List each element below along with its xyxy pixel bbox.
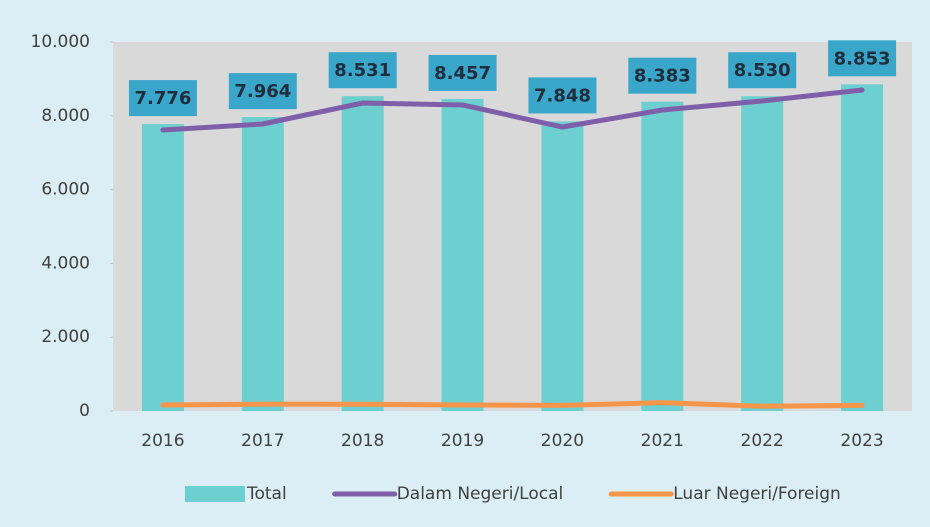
y-tick-label: 0 — [79, 401, 90, 421]
y-tick-label: 4.000 — [41, 253, 90, 273]
line — [160, 400, 865, 409]
x-tick-label: 2020 — [541, 431, 584, 451]
value-label: 8.457 — [434, 63, 491, 84]
legend-label: Dalam Negeri/Local — [397, 484, 564, 504]
legend-swatch — [185, 486, 245, 502]
value-label-box — [728, 52, 797, 89]
line — [160, 87, 865, 133]
y-tick-label: 10.000 — [31, 32, 90, 52]
value-label-box — [828, 40, 897, 77]
bar — [741, 96, 784, 412]
value-label-box — [128, 80, 197, 117]
value-label-box — [228, 73, 297, 110]
bar — [541, 121, 584, 411]
value-label: 8.383 — [634, 66, 691, 87]
value-label: 8.530 — [734, 60, 791, 81]
value-label: 7.964 — [234, 81, 291, 102]
bar — [641, 101, 684, 411]
legend-label: Luar Negeri/Foreign — [673, 484, 841, 504]
bar — [841, 84, 884, 411]
x-tick-label: 2022 — [741, 431, 784, 451]
y-tick-label: 6.000 — [41, 180, 90, 200]
value-label: 8.853 — [834, 48, 891, 69]
value-label: 7.848 — [534, 85, 591, 106]
value-label-box — [628, 57, 697, 94]
x-tick-label: 2016 — [141, 431, 184, 451]
y-tick-label: 2.000 — [41, 327, 90, 347]
legend-label: Total — [246, 484, 287, 504]
value-label-box — [528, 77, 597, 114]
value-label-box — [328, 52, 397, 89]
bar — [141, 124, 184, 411]
value-label-box — [428, 54, 497, 91]
y-tick-label: 8.000 — [41, 106, 90, 126]
value-label: 7.776 — [134, 88, 191, 109]
x-tick-label: 2017 — [241, 431, 284, 451]
x-tick-label: 2018 — [341, 431, 384, 451]
x-tick-label: 2019 — [441, 431, 484, 451]
x-tick-label: 2021 — [641, 431, 684, 451]
value-label: 8.531 — [334, 60, 391, 81]
x-tick-label: 2023 — [840, 431, 883, 451]
bar — [441, 98, 484, 411]
bar — [341, 96, 384, 411]
bar — [241, 117, 284, 411]
